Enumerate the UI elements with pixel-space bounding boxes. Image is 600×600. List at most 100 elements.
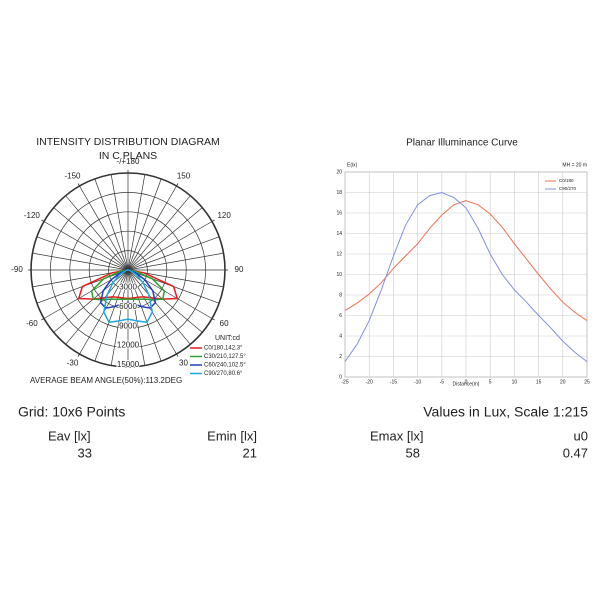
header: Eav [lx] — [48, 428, 91, 443]
spoke — [94, 269, 129, 362]
angle-tick — [77, 183, 80, 187]
x-tick-label: -25 — [341, 379, 348, 385]
angle-label: -/+180 — [117, 157, 140, 166]
header: u0 — [574, 428, 588, 443]
angle-label: -120 — [24, 211, 41, 220]
spoke — [127, 221, 213, 271]
y-tick-label: 12 — [336, 251, 342, 257]
y-axis-label: E(lx) — [347, 162, 358, 168]
intensity-curve — [90, 269, 166, 301]
y-tick-label: 0 — [339, 374, 342, 380]
grid-circle — [69, 211, 187, 329]
value: 21 — [243, 445, 257, 460]
spoke — [79, 185, 129, 271]
spoke — [127, 207, 203, 271]
legend-label: C90/270,80.6° — [204, 371, 243, 377]
y-tick-label: 18 — [336, 190, 342, 196]
x-tick-label: -20 — [366, 379, 373, 385]
y-tick-label: 6 — [339, 313, 342, 319]
angle-tick — [41, 219, 45, 222]
spoke — [127, 252, 224, 271]
spoke — [127, 174, 146, 271]
angle-label: 150 — [177, 172, 191, 181]
x-axis-label: Distance(m) — [453, 381, 480, 387]
angle-tick — [211, 219, 215, 222]
spoke — [43, 221, 129, 271]
polar-footer: AVERAGE BEAM ANGLE(50%):113.2DEG — [30, 376, 182, 385]
y-tick-label: 10 — [336, 272, 342, 278]
angle-label: 30 — [179, 359, 188, 368]
header: Emax [lx] — [370, 428, 423, 443]
x-tick-label: -15 — [390, 379, 397, 385]
spoke — [127, 269, 191, 345]
angle-label: 60 — [220, 319, 229, 328]
spoke — [127, 269, 162, 362]
line — [344, 191, 588, 362]
intensity-curve — [99, 269, 157, 309]
legend-label: C30/210,127.5° — [204, 354, 246, 360]
spoke — [110, 174, 129, 271]
x-tick-label: 0 — [465, 379, 468, 385]
angle-tick — [176, 183, 179, 187]
spoke — [127, 269, 146, 366]
spoke — [65, 269, 129, 345]
polar-title: INTENSITY DISTRIBUTION DIAGRAM — [36, 136, 220, 148]
spoke — [32, 252, 129, 271]
x-tick-label: 25 — [584, 379, 590, 385]
r-tick-label: 3000 — [119, 283, 137, 292]
y-tick-label: 4 — [339, 333, 342, 339]
angle-label: 120 — [217, 211, 231, 220]
grid-circle — [50, 192, 206, 348]
angle-tick — [176, 353, 179, 357]
legend-label: C0/180,142.3° — [204, 346, 243, 352]
r-tick-label: 12000 — [117, 341, 140, 350]
angle-label: -60 — [26, 319, 38, 328]
value: 0.47 — [563, 445, 588, 460]
spoke — [127, 236, 220, 271]
value: 33 — [78, 445, 92, 460]
spoke — [36, 236, 129, 271]
y-tick-label: 20 — [336, 169, 342, 175]
spoke — [127, 178, 162, 271]
r-tick-label: 15000 — [117, 360, 140, 369]
polar-title: IN C PLANS — [99, 150, 157, 162]
legend-label: C0/180 — [559, 178, 574, 183]
legend-label: C90/270 — [559, 186, 577, 191]
note: MH = 20 m — [562, 162, 587, 168]
scale-info: Values in Lux, Scale 1:215 — [423, 404, 588, 420]
r-tick-label: 9000 — [119, 321, 137, 330]
line-title: Planar Illuminance Curve — [406, 138, 518, 149]
y-tick-label: 16 — [336, 210, 342, 216]
spoke — [127, 185, 177, 271]
angle-label: -150 — [64, 172, 81, 181]
angle-label: -90 — [11, 265, 23, 274]
x-tick-label: 10 — [512, 379, 518, 385]
angle-tick — [211, 318, 215, 321]
x-tick-label: -5 — [440, 379, 445, 385]
x-tick-label: 5 — [489, 379, 492, 385]
grid-circle — [88, 230, 168, 310]
grid-info: Grid: 10x6 Points — [18, 404, 125, 420]
header: Emin [lx] — [207, 428, 257, 443]
x-tick-label: 20 — [560, 379, 566, 385]
intensity-curve — [103, 269, 154, 324]
y-tick-label: 8 — [339, 292, 342, 298]
x-tick-label: -10 — [414, 379, 421, 385]
angle-tick — [41, 318, 45, 321]
r-tick-label: 6000 — [119, 302, 137, 311]
unit-label: UNIT:cd — [215, 335, 240, 342]
spoke — [110, 269, 129, 366]
y-tick-label: 2 — [339, 354, 342, 360]
legend-label: C60/240,102.5° — [204, 363, 246, 369]
x-tick-label: 15 — [536, 379, 542, 385]
y-tick-label: 14 — [336, 231, 342, 237]
spoke — [65, 195, 129, 271]
value: 58 — [406, 445, 420, 460]
spoke — [127, 195, 191, 271]
angle-tick — [77, 353, 80, 357]
angle-label: 90 — [235, 265, 244, 274]
spoke — [53, 207, 129, 271]
grid-circle — [108, 250, 148, 290]
angle-label: -30 — [67, 359, 79, 368]
